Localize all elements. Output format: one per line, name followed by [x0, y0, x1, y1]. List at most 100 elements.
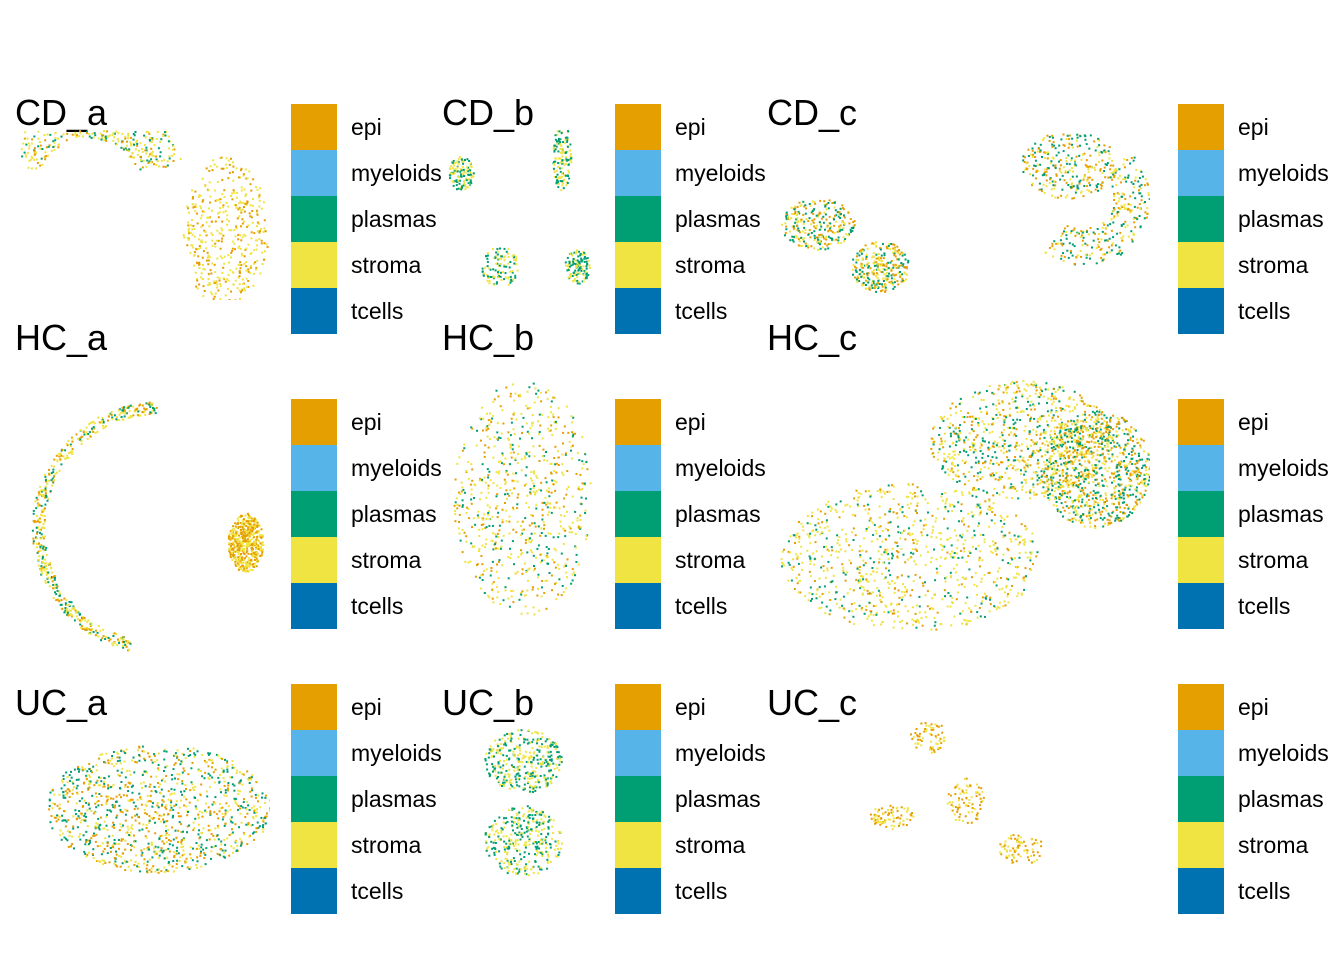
cell-point	[487, 265, 489, 267]
cell-point	[1014, 400, 1016, 402]
cell-point	[520, 534, 522, 536]
cell-point	[835, 586, 837, 588]
cell-point	[533, 606, 535, 608]
cell-point	[262, 535, 264, 537]
cell-point	[193, 265, 195, 267]
cell-point	[208, 217, 210, 219]
tissue-scatter	[20, 365, 270, 660]
cell-point	[1089, 258, 1091, 260]
cell-point	[1078, 155, 1080, 157]
cell-point	[513, 509, 515, 511]
cell-point	[499, 525, 501, 527]
cell-point	[209, 283, 211, 285]
cell-point	[533, 470, 535, 472]
cell-point	[215, 292, 217, 294]
cell-point	[1000, 520, 1002, 522]
cell-point	[243, 548, 245, 550]
cell-point	[1042, 486, 1044, 488]
cell-point	[536, 548, 538, 550]
cell-point	[466, 179, 468, 181]
cell-point	[885, 284, 887, 286]
cell-point	[1053, 240, 1055, 242]
cell-point	[112, 132, 114, 134]
cell-point	[511, 457, 513, 459]
cell-point	[578, 269, 580, 271]
cell-point	[512, 601, 514, 603]
cell-point	[243, 221, 245, 223]
cell-point	[248, 553, 250, 555]
cell-point	[501, 433, 503, 435]
cell-point	[570, 450, 572, 452]
cell-point	[855, 579, 857, 581]
cell-point	[256, 260, 258, 262]
cell-point	[1111, 179, 1113, 181]
cell-point	[1069, 163, 1071, 165]
cell-point	[1120, 181, 1122, 183]
cell-point	[206, 221, 208, 223]
cell-point	[848, 222, 850, 224]
cell-point	[503, 535, 505, 537]
cell-point	[202, 257, 204, 259]
cell-point	[59, 593, 61, 595]
cell-point	[840, 213, 842, 215]
cell-point	[784, 234, 786, 236]
cell-point	[483, 273, 485, 275]
cell-point	[1113, 217, 1115, 219]
cell-point	[511, 418, 513, 420]
cell-point	[239, 270, 241, 272]
cell-point	[137, 154, 139, 156]
cell-point	[487, 275, 489, 277]
cell-point	[60, 453, 62, 455]
cell-point	[1067, 135, 1069, 137]
cell-point	[500, 405, 502, 407]
cell-point	[222, 267, 224, 269]
cell-point	[52, 587, 54, 589]
cell-point	[816, 215, 818, 217]
cell-point	[574, 279, 576, 281]
cell-point	[130, 405, 132, 407]
cell-point	[947, 527, 949, 529]
cell-point	[537, 576, 539, 578]
cell-point	[487, 252, 489, 254]
cell-point	[1132, 192, 1134, 194]
cell-point	[1141, 199, 1143, 201]
cell-point	[1081, 457, 1083, 459]
cell-point	[1027, 149, 1029, 151]
cell-point	[86, 427, 88, 429]
cell-point	[1083, 237, 1085, 239]
cell-point	[237, 522, 239, 524]
cell-point	[102, 134, 104, 136]
cell-point	[126, 646, 128, 648]
cell-point	[582, 482, 584, 484]
cell-point	[474, 546, 476, 548]
cell-point	[975, 462, 977, 464]
cell-point	[547, 389, 549, 391]
cell-point	[214, 296, 216, 298]
cell-point	[209, 181, 211, 183]
cell-point	[1144, 217, 1146, 219]
cell-point	[553, 168, 555, 170]
cell-point	[36, 521, 38, 523]
cell-point	[243, 287, 245, 289]
cell-point	[140, 159, 142, 161]
cell-point	[569, 531, 571, 533]
cell-point	[567, 558, 569, 560]
cell-point	[69, 601, 71, 603]
cell-point	[503, 266, 505, 268]
cell-point	[482, 528, 484, 530]
cell-point	[533, 483, 535, 485]
cell-point	[956, 441, 958, 443]
cell-point	[1091, 167, 1093, 169]
cell-point	[494, 533, 496, 535]
cell-point	[243, 263, 245, 265]
cell-point	[129, 141, 131, 143]
cell-point	[221, 168, 223, 170]
cell-point	[242, 223, 244, 225]
cell-point	[48, 473, 50, 475]
cell-point	[1037, 164, 1039, 166]
cell-point	[503, 278, 505, 280]
cell-point	[530, 427, 532, 429]
cell-point	[151, 154, 153, 156]
cell-point	[980, 468, 982, 470]
cell-point	[884, 273, 886, 275]
